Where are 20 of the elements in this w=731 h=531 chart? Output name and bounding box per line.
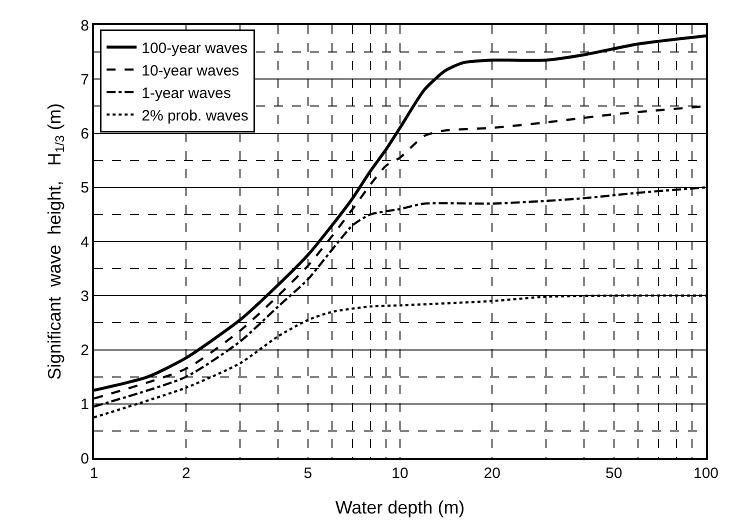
y-tick-label: 8 bbox=[80, 17, 89, 34]
y-tick-label: 1 bbox=[80, 396, 89, 414]
y-tick-label: 0 bbox=[80, 450, 89, 468]
y-tick-label: 2 bbox=[80, 342, 89, 359]
legend-label: 1-year waves bbox=[142, 84, 231, 102]
x-tick-label: 5 bbox=[304, 465, 312, 482]
y-tick-label: 3 bbox=[80, 288, 89, 305]
y-tick-label: 7 bbox=[80, 71, 89, 88]
y-tick-label: 4 bbox=[80, 234, 89, 251]
legend-label: 10-year waves bbox=[142, 62, 240, 80]
x-axis-title: Water depth (m) bbox=[335, 498, 465, 518]
x-tick-label: 100 bbox=[693, 465, 719, 482]
x-tick-label: 20 bbox=[484, 465, 500, 482]
y-tick-label: 6 bbox=[80, 126, 89, 142]
x-tick-label: 50 bbox=[606, 465, 622, 482]
legend-label: 100-year waves bbox=[142, 40, 248, 57]
legend-label: 2% prob. waves bbox=[142, 107, 248, 124]
y-tick-label: 5 bbox=[80, 180, 89, 197]
x-tick-label: 10 bbox=[392, 465, 408, 482]
x-tick-label: 2 bbox=[182, 465, 190, 482]
